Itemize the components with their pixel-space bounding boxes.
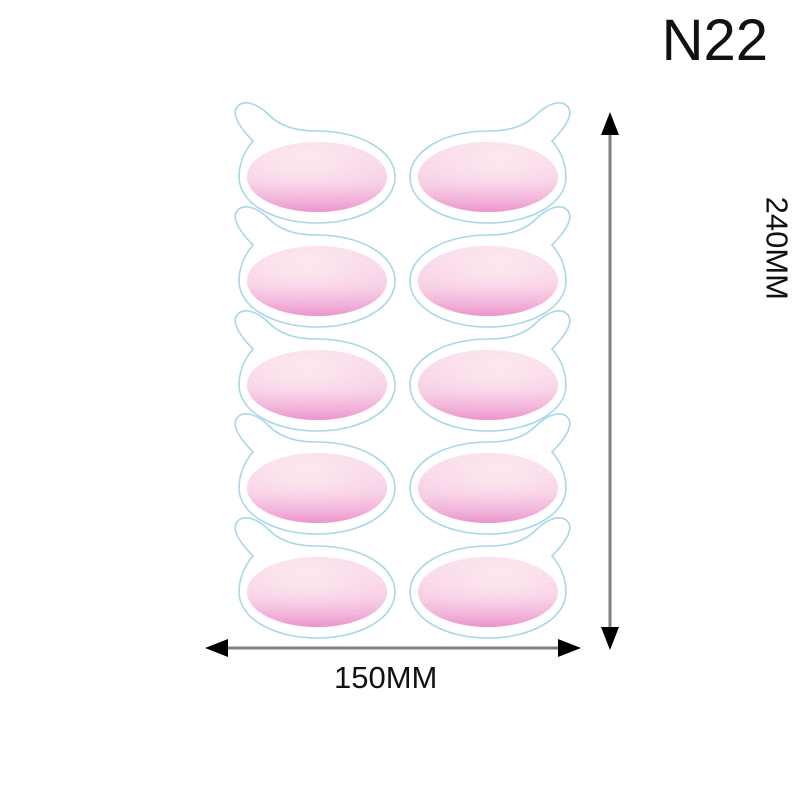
sticker-item[interactable] — [234, 413, 396, 535]
sticker-bottom-shade — [247, 453, 387, 523]
sticker-bottom-shade — [247, 246, 387, 316]
sticker-bottom-shade — [247, 557, 387, 627]
sticker-bottom-shade — [418, 453, 558, 523]
sticker-item[interactable] — [234, 310, 396, 432]
sticker-bottom-shade — [418, 350, 558, 420]
sticker-item[interactable] — [409, 310, 571, 432]
sticker-bottom-shade — [418, 142, 558, 212]
sticker-bottom-shade — [247, 350, 387, 420]
sticker-item[interactable] — [234, 517, 396, 639]
sticker-item[interactable] — [409, 413, 571, 535]
height-dimension-label: 240MM — [759, 196, 794, 300]
sticker-item[interactable] — [409, 102, 571, 224]
sticker-bottom-shade — [418, 557, 558, 627]
sticker-item[interactable] — [409, 517, 571, 639]
sticker-item[interactable] — [409, 206, 571, 328]
sticker-item[interactable] — [234, 206, 396, 328]
width-dimension-label: 150MM — [334, 660, 438, 695]
product-code-label: N22 — [661, 8, 768, 73]
sticker-item[interactable] — [234, 102, 396, 224]
sticker-bottom-shade — [247, 142, 387, 212]
sticker-bottom-shade — [418, 246, 558, 316]
